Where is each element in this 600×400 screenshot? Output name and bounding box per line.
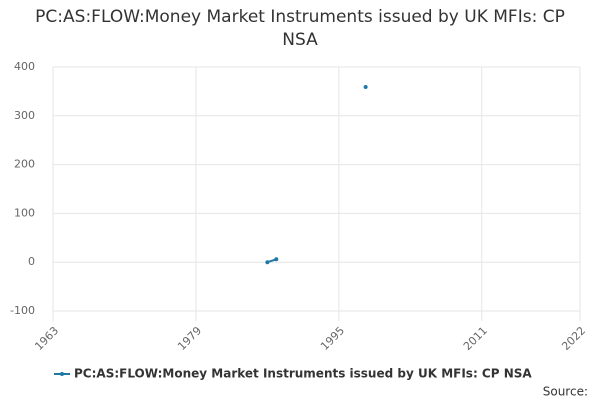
x-tick-label: 2022	[559, 324, 588, 353]
y-tick-label: 200	[14, 158, 35, 171]
x-tick-label: 1979	[175, 324, 204, 353]
chart-title: PC:AS:FLOW:Money Market Instruments issu…	[35, 7, 565, 50]
y-tick-label: 100	[14, 206, 35, 219]
y-tick-label: -100	[10, 304, 35, 317]
legend-marker	[60, 372, 64, 376]
series-line	[267, 87, 365, 262]
source: Source:	[543, 385, 588, 399]
data-point	[265, 260, 270, 265]
y-tick-label: 300	[14, 109, 35, 122]
legend-label: PC:AS:FLOW:Money Market Instruments issu…	[74, 367, 532, 381]
x-tick-label: 1995	[318, 324, 347, 353]
x-tick-label: 1963	[32, 324, 61, 353]
y-tick-label: 0	[28, 255, 35, 268]
data-point	[274, 257, 279, 262]
x-tick-label: 2011	[461, 324, 490, 353]
y-tick-label: 400	[14, 60, 35, 73]
data-point	[363, 85, 368, 90]
